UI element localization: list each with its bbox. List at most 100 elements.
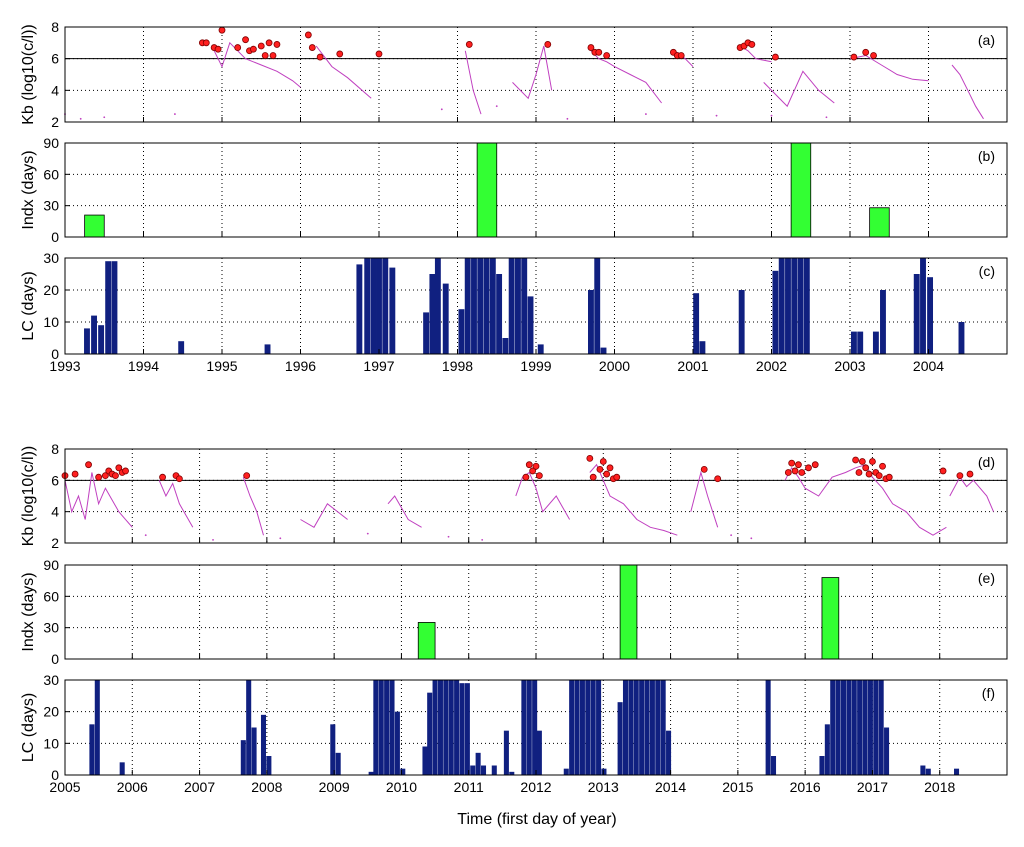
exceedance-marker: [805, 464, 812, 472]
series-line: [242, 477, 264, 536]
panel-label: (b): [978, 148, 995, 164]
lc-bar: [862, 680, 868, 775]
lc-bar: [527, 296, 534, 354]
exceedance-marker: [304, 31, 312, 39]
lc-bar: [770, 756, 777, 775]
series-dot: [715, 114, 718, 117]
lc-bar: [477, 258, 484, 354]
index-bar: [619, 564, 638, 660]
panel-label: (d): [978, 454, 995, 470]
y-tick-label: 0: [51, 346, 59, 362]
lc-bar: [878, 680, 884, 775]
lc-bar: [515, 258, 521, 354]
exceedance-marker: [249, 45, 257, 53]
x-tick-label: 2016: [790, 779, 821, 795]
lc-bar: [496, 274, 503, 354]
lc-bar: [693, 293, 700, 354]
lc-bar: [178, 341, 185, 354]
exceedance-marker: [587, 44, 595, 51]
lc-bar: [920, 765, 926, 775]
exceedance-marker: [865, 470, 873, 478]
x-tick-label: 2007: [184, 779, 215, 795]
lc-bar: [370, 258, 377, 354]
y-axis-label: Indx (days): [20, 150, 37, 229]
lc-bar: [699, 341, 706, 354]
y-tick-label: 0: [51, 651, 59, 667]
series-line: [690, 470, 719, 528]
lc-bar: [954, 768, 960, 775]
x-tick-label: 1994: [128, 358, 159, 374]
exceedance-marker: [869, 458, 876, 465]
y-tick-label: 8: [51, 441, 59, 457]
series-line: [512, 45, 553, 100]
exceedance-marker: [862, 464, 870, 472]
lc-bar: [94, 680, 100, 775]
lc-bar: [819, 756, 825, 775]
lc-bar: [850, 331, 857, 354]
lc-bar: [427, 692, 433, 775]
y-tick-label: 4: [51, 504, 59, 520]
lc-bar: [913, 274, 920, 354]
exceedance-marker: [257, 42, 265, 50]
exceedance-marker: [243, 472, 251, 480]
lc-bar: [600, 347, 607, 354]
lc-bar: [791, 258, 798, 354]
x-tick-label: 1995: [206, 358, 237, 374]
lc-bar: [830, 680, 836, 775]
lc-bar: [330, 724, 336, 775]
exceedance-marker: [595, 48, 603, 56]
exceedance-marker: [375, 50, 383, 58]
panel-c: 0 10 20 30 1993 1994 1995 1996 1997 1998 1999 2000 2…: [20, 250, 1008, 374]
exceedance-marker: [855, 469, 863, 476]
series-dot: [730, 534, 733, 537]
lc-bar: [622, 680, 629, 775]
lc-bar: [464, 258, 471, 354]
series-line: [213, 41, 301, 88]
series-dot: [447, 535, 450, 538]
exceedance-marker: [234, 44, 242, 51]
exceedance-marker: [336, 50, 344, 58]
x-tick-label: 1997: [363, 358, 394, 374]
lc-bar: [873, 680, 879, 775]
panel-f: 0 10 20 30 2005 2006 2007 2008 2009 2010 2011 2012 2…: [20, 672, 1008, 795]
lc-bar: [563, 768, 569, 775]
series-line: [590, 50, 662, 104]
lc-bar: [521, 680, 527, 775]
index-bar: [869, 207, 890, 238]
lc-bar: [880, 290, 886, 354]
lc-bar: [846, 680, 852, 775]
x-tick-label: 2012: [520, 779, 551, 795]
lc-bar: [644, 680, 650, 775]
exceedance-marker: [784, 469, 792, 476]
x-tick-label: 2002: [756, 358, 787, 374]
lc-bar: [454, 680, 460, 775]
lc-bar: [765, 680, 771, 775]
panel-label: (a): [978, 32, 995, 48]
exceedance-marker: [603, 470, 611, 478]
lc-bar: [368, 771, 374, 775]
x-tick-label: 1998: [442, 358, 473, 374]
lc-bar: [264, 344, 271, 354]
plot-frame: [64, 142, 1008, 238]
lc-bar: [356, 264, 363, 354]
series-dot: [495, 105, 498, 108]
exceedance-marker: [525, 461, 533, 469]
x-tick-label: 2015: [722, 779, 753, 795]
series-dot: [212, 538, 214, 541]
exceedance-marker: [852, 456, 860, 464]
lc-bar: [596, 680, 602, 775]
y-tick-label: 2: [51, 114, 59, 130]
lc-bar: [364, 258, 371, 354]
series-line: [951, 64, 984, 120]
lc-bar: [579, 680, 585, 775]
panel-label: (f): [982, 685, 995, 701]
y-tick-label: 30: [43, 672, 59, 688]
series-dot: [144, 534, 147, 537]
exceedance-marker: [122, 467, 129, 475]
series-dot: [174, 113, 176, 115]
exceedance-marker: [939, 467, 947, 475]
lc-bar: [797, 258, 804, 354]
lc-bar: [649, 680, 655, 775]
panel-b: 0 30 60 90 Indx (days) (b): [20, 135, 1008, 245]
